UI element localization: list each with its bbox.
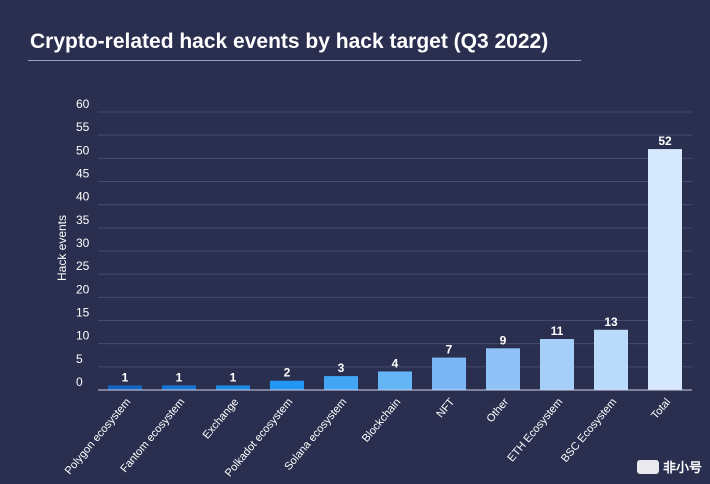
- grid-lines: [98, 111, 692, 368]
- y-tick-label: 30: [76, 236, 90, 250]
- value-label: 1: [230, 370, 237, 384]
- value-label: 11: [551, 324, 564, 338]
- bar: [594, 329, 628, 390]
- bar: [324, 376, 358, 390]
- value-label: 3: [338, 361, 345, 375]
- y-axis-label: Hack events: [55, 215, 69, 281]
- value-label: 1: [122, 370, 129, 384]
- x-tick-label: BSC Ecosystem: [559, 396, 619, 465]
- bar: [540, 339, 574, 390]
- x-tick-label: Blockchain: [360, 396, 403, 444]
- y-tick-label: 0: [76, 375, 83, 389]
- y-tick-label: 25: [76, 259, 90, 273]
- bar: [108, 385, 142, 390]
- y-tick-label: 55: [76, 120, 90, 134]
- y-tick-label: 60: [76, 97, 90, 111]
- x-tick-label: Other: [484, 396, 511, 425]
- y-tick-label: 10: [76, 329, 90, 343]
- bar: [216, 385, 250, 390]
- value-label: 2: [284, 366, 291, 380]
- value-label: 9: [500, 333, 507, 347]
- watermark-text: 非小号: [662, 460, 702, 475]
- bar: [486, 348, 520, 390]
- y-tick-label: 20: [76, 282, 90, 296]
- value-label: 13: [604, 315, 618, 329]
- y-tick-labels: 0 5 10 15 20 25 30 35 40 45 50 55 60: [76, 97, 90, 389]
- x-tick-label: Total: [649, 396, 673, 422]
- y-tick-label: 35: [76, 213, 90, 227]
- x-tick-label: NFT: [434, 396, 457, 420]
- y-tick-label: 45: [76, 167, 90, 181]
- value-label: 7: [446, 343, 453, 357]
- value-label: 52: [658, 134, 672, 148]
- watermark: 非小号: [636, 457, 702, 476]
- bar: [648, 149, 682, 390]
- y-tick-label: 50: [76, 143, 90, 157]
- bar: [378, 371, 412, 390]
- y-tick-label: 5: [76, 352, 83, 366]
- watermark-logo-icon: [636, 459, 659, 474]
- y-tick-label: 40: [76, 190, 90, 204]
- title-divider: [28, 60, 581, 61]
- value-label: 1: [176, 370, 183, 384]
- value-label: 4: [392, 356, 399, 370]
- chart-title: Crypto-related hack events by hack targe…: [30, 30, 549, 53]
- bar: [162, 385, 196, 390]
- y-tick-label: 15: [76, 306, 90, 320]
- x-tick-label: Solana ecosystem: [282, 396, 349, 473]
- bar: [270, 380, 304, 390]
- x-tick-label: Exchange: [201, 396, 242, 441]
- bars: [108, 149, 682, 390]
- x-tick-label: ETH Ecosystem: [505, 396, 565, 464]
- bar: [432, 357, 466, 390]
